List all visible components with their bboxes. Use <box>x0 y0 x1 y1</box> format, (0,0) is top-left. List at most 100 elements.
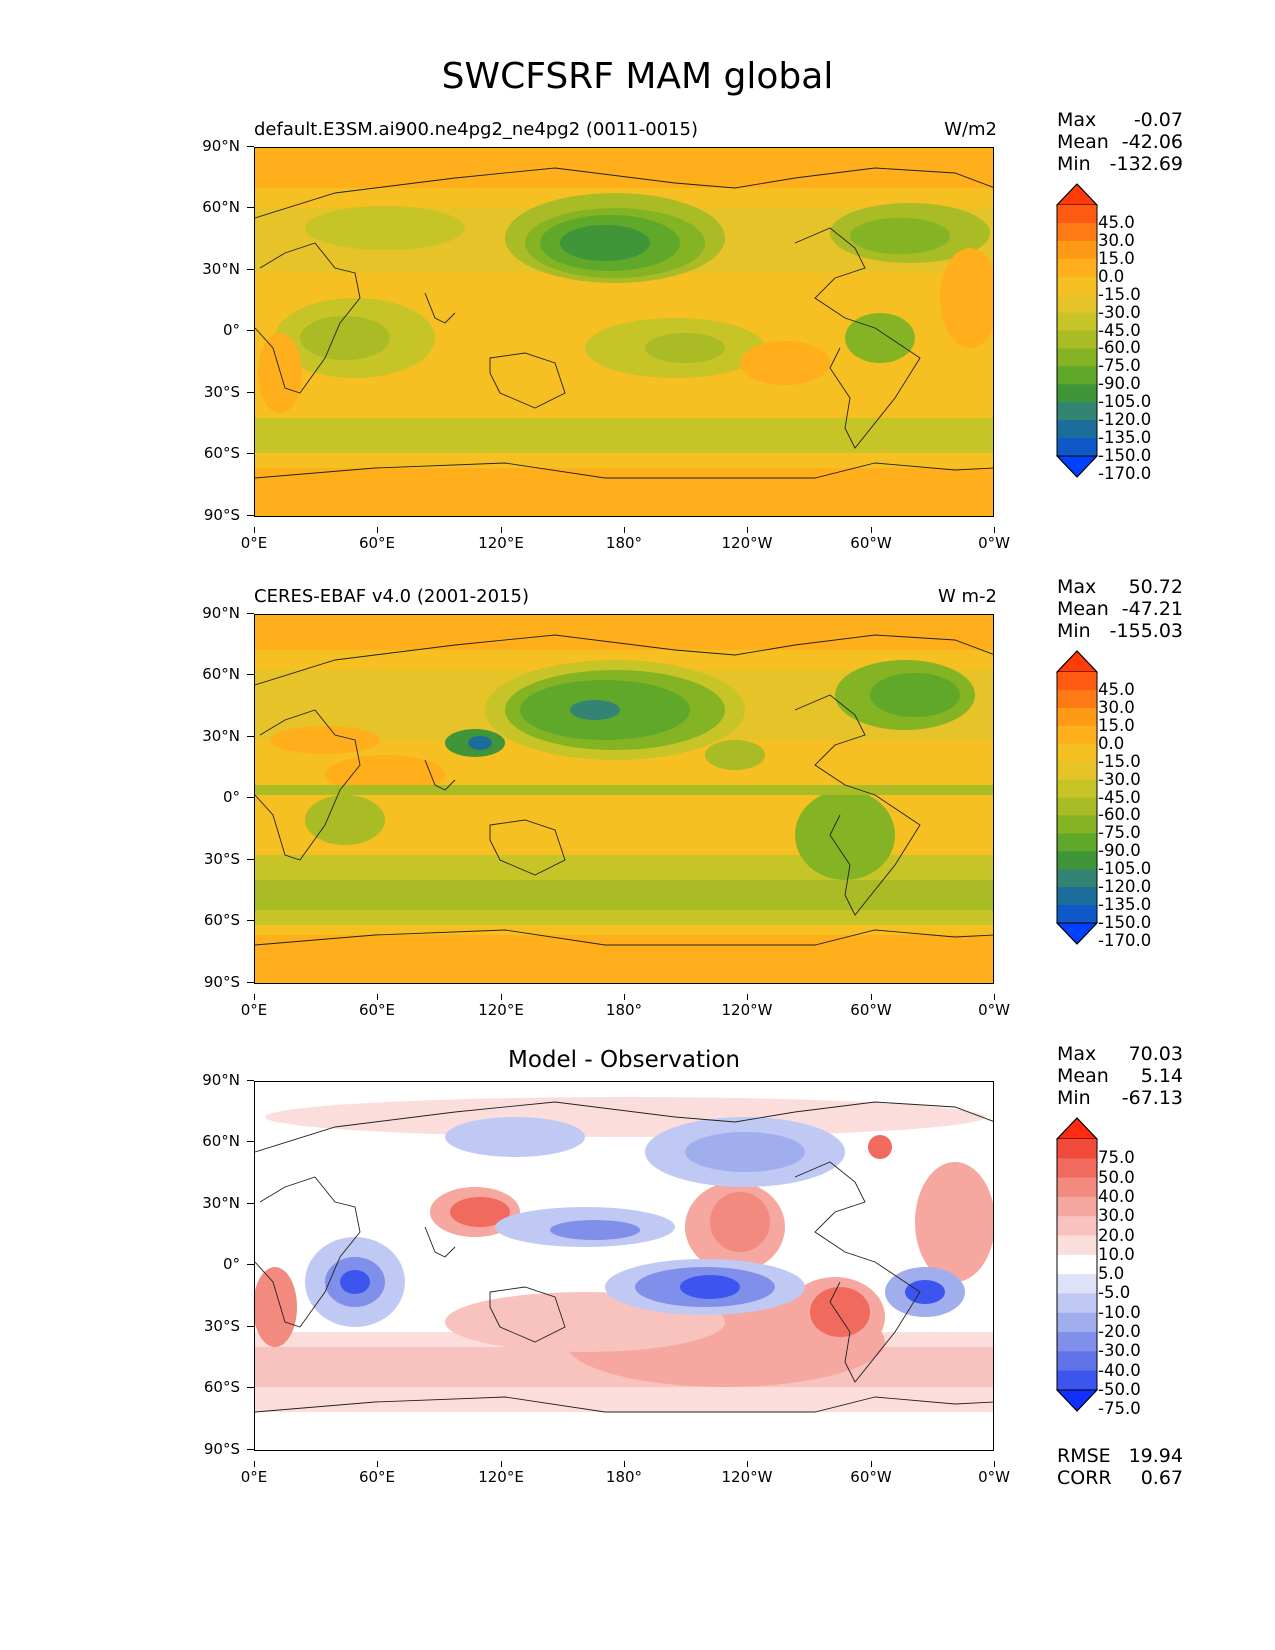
colorbar-segment <box>1057 438 1097 457</box>
map-plot-area <box>254 1081 994 1451</box>
colorbar-tick-label: -170.0 <box>1098 463 1152 483</box>
y-tick-label: 30°S <box>180 850 254 868</box>
y-tick-label: 60°S <box>180 1378 254 1396</box>
y-tick-label: 60°N <box>180 198 254 216</box>
x-tick-label: 60°E <box>337 1461 417 1486</box>
colorbar-tick-label: -30.0 <box>1098 302 1141 322</box>
x-tick-label: 0°E <box>214 527 294 552</box>
colorbar-tick-label: -105.0 <box>1098 859 1152 879</box>
colorbar-tick-label: -90.0 <box>1098 374 1141 394</box>
stat-min-label: Min <box>1057 1087 1091 1109</box>
stats-box: Max 50.72 Mean -47.21 Min -155.03 <box>1057 576 1257 642</box>
stat-mean-label: Mean <box>1057 131 1109 153</box>
corr-value: 0.67 <box>1140 1467 1183 1489</box>
colorbar-segment <box>1057 1293 1097 1314</box>
map-field-difference <box>255 1082 993 1450</box>
colorbar-segment <box>1057 420 1097 439</box>
colorbar-tick-label: -20.0 <box>1098 1322 1141 1342</box>
panel-observation: CERES-EBAF v4.0 (2001-2015) W m-2 <box>0 576 1275 1057</box>
colorbar-extend-bottom <box>1055 1389 1099 1412</box>
colorbar-segment <box>1057 797 1097 816</box>
colorbar-segment <box>1057 761 1097 781</box>
colorbar-segment <box>1057 1312 1097 1333</box>
corr-label: CORR <box>1057 1467 1112 1489</box>
colorbar-segment <box>1057 366 1097 385</box>
map-field-observation <box>255 615 993 983</box>
stat-min-label: Min <box>1057 620 1091 642</box>
y-tick-label: 0° <box>180 321 254 339</box>
panel-title: Model - Observation <box>507 1047 741 1073</box>
colorbar-tick-label: -170.0 <box>1098 930 1152 950</box>
colorbar-tick-label: -45.0 <box>1098 320 1141 340</box>
colorbar <box>1055 1117 1099 1412</box>
colorbar <box>1055 183 1099 478</box>
colorbar-outline <box>1056 650 1098 945</box>
panel-title: CERES-EBAF v4.0 (2001-2015) <box>254 586 530 607</box>
panel-difference: Model - Observation <box>0 1043 1275 1524</box>
stat-min-value: -132.69 <box>1109 153 1183 175</box>
y-tick-label: 30°N <box>180 260 254 278</box>
colorbar-tick-label: 45.0 <box>1098 212 1135 232</box>
colorbar-segment <box>1057 330 1097 349</box>
stat-max-label: Max <box>1057 109 1097 131</box>
y-tick-label: 60°N <box>180 1132 254 1150</box>
colorbar-segment <box>1057 725 1097 745</box>
panel-title: default.E3SM.ai900.ne4pg2_ne4pg2 (0011-0… <box>254 119 699 140</box>
colorbar-extend-top <box>1055 650 1099 673</box>
colorbar-tick-label: 30.0 <box>1098 697 1135 717</box>
colorbar-tick-label: 15.0 <box>1098 715 1135 735</box>
stat-min-value: -67.13 <box>1121 1087 1183 1109</box>
colorbar-segment <box>1057 402 1097 421</box>
colorbar-tick-label: 0.0 <box>1098 266 1125 286</box>
panel-model: default.E3SM.ai900.ne4pg2_ne4pg2 (0011-0… <box>0 109 1275 590</box>
colorbar-segment <box>1057 258 1097 278</box>
colorbar-segment <box>1057 887 1097 906</box>
colorbar-tick-label: -75.0 <box>1098 356 1141 376</box>
x-tick-label: 60°E <box>337 994 417 1019</box>
colorbar-segment <box>1057 240 1097 260</box>
x-tick-label: 120°W <box>707 1461 787 1486</box>
x-tick-label: 60°W <box>831 1461 911 1486</box>
colorbar-tick-label: 10.0 <box>1098 1244 1135 1264</box>
colorbar-tick-label: -135.0 <box>1098 895 1152 915</box>
rmse-corr-box: RMSE 19.94 CORR 0.67 <box>1057 1445 1257 1489</box>
x-tick-label: 0°W <box>954 994 1034 1019</box>
colorbar-tick-label: -105.0 <box>1098 392 1152 412</box>
y-tick-label: 90°S <box>180 1440 254 1458</box>
y-tick-label: 90°S <box>180 506 254 524</box>
stat-mean-label: Mean <box>1057 1065 1109 1087</box>
colorbar-segment <box>1057 815 1097 834</box>
colorbar-tick-label: -60.0 <box>1098 805 1141 825</box>
colorbar-segment <box>1057 851 1097 870</box>
y-tick-label: 30°S <box>180 383 254 401</box>
stats-box: Max 70.03 Mean 5.14 Min -67.13 <box>1057 1043 1257 1109</box>
colorbar-tick-label: -45.0 <box>1098 787 1141 807</box>
colorbar-outline <box>1056 1117 1098 1412</box>
y-tick-label: 30°N <box>180 1194 254 1212</box>
colorbar-segment <box>1057 276 1097 296</box>
x-tick-label: 120°E <box>461 527 541 552</box>
map-plot-area <box>254 147 994 517</box>
colorbar-segment <box>1057 1216 1097 1237</box>
colorbar-tick-label: 50.0 <box>1098 1167 1135 1187</box>
colorbar-segment <box>1057 1158 1097 1179</box>
figure-title: SWCFSRF MAM global <box>441 56 834 97</box>
y-tick-label: 60°S <box>180 911 254 929</box>
colorbar-segment <box>1057 1196 1097 1217</box>
y-tick-label: 30°S <box>180 1317 254 1335</box>
y-tick-label: 60°N <box>180 665 254 683</box>
x-tick-label: 60°W <box>831 994 911 1019</box>
colorbar-segment <box>1057 1351 1097 1372</box>
colorbar-tick-label: 45.0 <box>1098 679 1135 699</box>
colorbar-extend-bottom <box>1055 922 1099 945</box>
colorbar-extend-bottom <box>1055 455 1099 478</box>
colorbar-segment <box>1057 1235 1097 1256</box>
colorbar-tick-label: -15.0 <box>1098 284 1141 304</box>
stat-min-value: -155.03 <box>1109 620 1183 642</box>
colorbar-tick-label: -120.0 <box>1098 410 1152 430</box>
colorbar-segment <box>1057 294 1097 314</box>
stats-box: Max -0.07 Mean -42.06 Min -132.69 <box>1057 109 1257 175</box>
stat-max-label: Max <box>1057 576 1097 598</box>
stat-mean-value: 5.14 <box>1140 1065 1183 1087</box>
colorbar-tick-label: -40.0 <box>1098 1360 1141 1380</box>
